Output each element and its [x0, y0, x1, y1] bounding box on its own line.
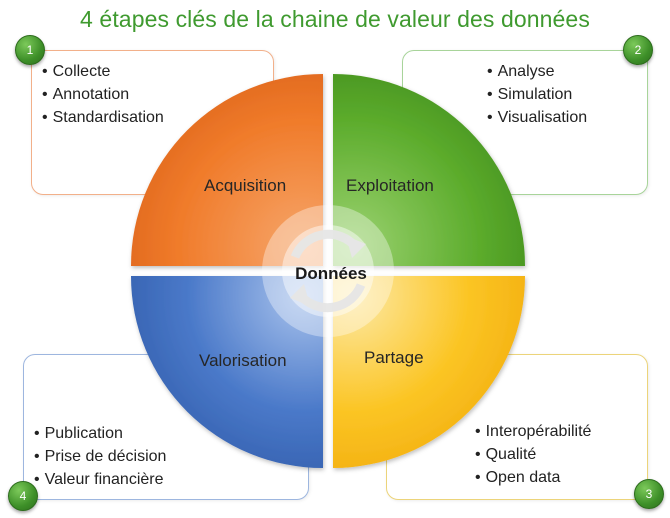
- step-4-badge: 4: [8, 481, 38, 511]
- list-item: Qualité: [475, 443, 591, 466]
- diagram-title: 4 étapes clés de la chaine de valeur des…: [80, 6, 590, 32]
- step-3-list: Interopérabilité Qualité Open data: [475, 420, 592, 489]
- list-item: Annotation: [42, 83, 164, 106]
- step-1-badge: 1: [15, 35, 45, 65]
- center-halo: [262, 205, 394, 337]
- list-item: Visualisation: [487, 106, 588, 129]
- quadrant-label-acquisition: Acquisition: [204, 176, 287, 195]
- quadrant-valorisation: [131, 276, 323, 468]
- quadrant-partage: [333, 276, 525, 468]
- step-3-badge: 3: [634, 479, 664, 509]
- quadrant-label-partage: Partage: [364, 348, 424, 367]
- center-label: Données: [295, 264, 367, 283]
- list-item: Publication: [34, 422, 166, 445]
- list-item: Standardisation: [42, 106, 164, 129]
- list-item: Analyse: [487, 60, 587, 83]
- quadrant-label-valorisation: Valorisation: [199, 351, 287, 370]
- quadrant-acquisition: [131, 74, 323, 266]
- step-2-badge: 2: [623, 35, 653, 65]
- list-item: Valeur financière: [34, 468, 166, 491]
- quadrant-label-exploitation: Exploitation: [346, 176, 434, 195]
- quadrant-exploitation: [333, 74, 525, 266]
- step-2-list: Analyse Simulation Visualisation: [487, 60, 588, 129]
- step-1-list: Collecte Annotation Standardisation: [42, 60, 164, 129]
- step-4-list: Publication Prise de décision Valeur fin…: [34, 422, 167, 491]
- list-item: Prise de décision: [34, 445, 167, 468]
- list-item: Open data: [475, 466, 591, 489]
- list-item: Simulation: [487, 83, 587, 106]
- list-item: Collecte: [42, 60, 164, 83]
- list-item: Interopérabilité: [475, 420, 592, 443]
